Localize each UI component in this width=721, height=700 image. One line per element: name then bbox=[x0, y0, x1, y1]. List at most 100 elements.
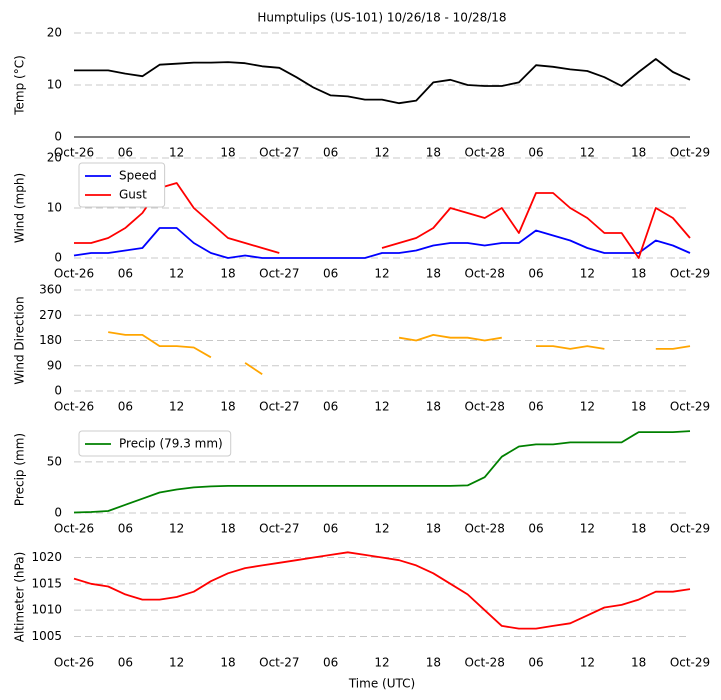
x-tick-label: 18 bbox=[631, 146, 646, 160]
series-line bbox=[108, 331, 212, 359]
x-tick-label: 12 bbox=[580, 146, 595, 160]
y-tick-label: 0 bbox=[54, 130, 62, 144]
x-tick-label: 06 bbox=[528, 400, 543, 414]
series-line bbox=[73, 227, 691, 259]
chart-title: Humptulips (US-101) 10/26/18 - 10/28/18 bbox=[257, 11, 506, 25]
x-tick-label: 06 bbox=[118, 656, 133, 670]
x-tick-label: Oct-27 bbox=[259, 656, 299, 670]
x-tick-label: Oct-27 bbox=[259, 267, 299, 281]
y-tick-label: 1005 bbox=[31, 629, 62, 643]
y-axis-label: Temp (°C) bbox=[13, 55, 27, 116]
x-tick-label: 18 bbox=[631, 522, 646, 536]
x-tick-label: Oct-26 bbox=[54, 522, 94, 536]
x-tick-label: Oct-29 bbox=[670, 522, 710, 536]
y-tick-label: 0 bbox=[54, 506, 62, 520]
x-tick-label: Oct-26 bbox=[54, 146, 94, 160]
x-tick-label: 18 bbox=[631, 656, 646, 670]
x-tick-label: 18 bbox=[631, 400, 646, 414]
x-tick-label: Oct-29 bbox=[670, 656, 710, 670]
x-tick-label: 18 bbox=[220, 400, 235, 414]
x-tick-label: 12 bbox=[374, 400, 389, 414]
x-tick-label: 06 bbox=[323, 400, 338, 414]
x-tick-label: 12 bbox=[169, 656, 184, 670]
x-tick-label: 06 bbox=[528, 146, 543, 160]
x-tick-label: 18 bbox=[426, 146, 441, 160]
x-tick-label: 12 bbox=[169, 400, 184, 414]
x-tick-label: Oct-26 bbox=[54, 400, 94, 414]
y-tick-label: 10 bbox=[47, 78, 62, 92]
x-tick-label: 06 bbox=[323, 267, 338, 281]
x-tick-label: Oct-28 bbox=[464, 656, 504, 670]
y-axis-label: Precip (mm) bbox=[13, 433, 27, 506]
x-tick-label: 18 bbox=[220, 267, 235, 281]
legend-box bbox=[78, 162, 166, 208]
legend-box bbox=[78, 430, 232, 457]
x-tick-label: 18 bbox=[426, 656, 441, 670]
x-axis-label: Time (UTC) bbox=[348, 677, 415, 691]
x-tick-label: Oct-29 bbox=[670, 267, 710, 281]
x-tick-label: Oct-27 bbox=[259, 400, 299, 414]
y-tick-label: 0 bbox=[54, 251, 62, 265]
y-tick-label: 50 bbox=[47, 454, 62, 468]
y-axis-label: Wind Direction bbox=[13, 296, 27, 384]
y-tick-label: 90 bbox=[47, 358, 62, 372]
x-tick-label: 06 bbox=[118, 146, 133, 160]
x-tick-label: 18 bbox=[426, 267, 441, 281]
x-tick-label: Oct-26 bbox=[54, 656, 94, 670]
series-line bbox=[381, 192, 691, 259]
x-tick-label: 12 bbox=[580, 267, 595, 281]
x-tick-label: 12 bbox=[374, 522, 389, 536]
y-axis-label: Wind (mph) bbox=[13, 173, 27, 243]
x-tick-label: 06 bbox=[323, 656, 338, 670]
x-tick-label: Oct-26 bbox=[54, 267, 94, 281]
y-axis-label: Altimeter (hPa) bbox=[13, 552, 27, 643]
y-tick-label: 270 bbox=[39, 308, 62, 322]
series-line bbox=[74, 58, 691, 105]
x-tick-label: 06 bbox=[323, 522, 338, 536]
x-tick-label: 06 bbox=[528, 267, 543, 281]
x-tick-label: 18 bbox=[631, 267, 646, 281]
x-tick-label: Oct-28 bbox=[464, 522, 504, 536]
legend-label: Precip (79.3 mm) bbox=[119, 437, 223, 451]
y-tick-label: 1015 bbox=[31, 576, 62, 590]
y-tick-label: 0 bbox=[54, 384, 62, 398]
y-tick-label: 360 bbox=[39, 283, 62, 297]
legend-label: Gust bbox=[119, 188, 147, 202]
y-tick-label: 180 bbox=[39, 333, 62, 347]
y-tick-label: 20 bbox=[47, 26, 62, 40]
x-tick-label: Oct-28 bbox=[464, 146, 504, 160]
x-tick-label: 12 bbox=[580, 522, 595, 536]
x-tick-label: 06 bbox=[118, 400, 133, 414]
x-tick-label: Oct-27 bbox=[259, 522, 299, 536]
x-tick-label: 06 bbox=[528, 522, 543, 536]
series-line bbox=[74, 182, 280, 254]
y-tick-label: 20 bbox=[47, 151, 62, 165]
x-tick-label: 12 bbox=[169, 267, 184, 281]
x-tick-label: 12 bbox=[169, 146, 184, 160]
series-line bbox=[73, 430, 691, 514]
x-tick-label: 06 bbox=[118, 267, 133, 281]
y-tick-label: 10 bbox=[47, 201, 62, 215]
x-tick-label: 06 bbox=[528, 656, 543, 670]
series-line bbox=[536, 345, 605, 350]
x-tick-label: 18 bbox=[426, 400, 441, 414]
x-tick-label: 06 bbox=[118, 522, 133, 536]
x-tick-label: Oct-29 bbox=[670, 146, 710, 160]
x-tick-label: 12 bbox=[169, 522, 184, 536]
x-tick-label: Oct-29 bbox=[670, 400, 710, 414]
x-tick-label: 12 bbox=[374, 656, 389, 670]
x-tick-label: 12 bbox=[374, 146, 389, 160]
legend: Speed Gust bbox=[78, 162, 166, 208]
legend-label: Speed bbox=[119, 169, 157, 183]
x-tick-label: 18 bbox=[220, 522, 235, 536]
x-tick-label: 18 bbox=[426, 522, 441, 536]
series-line bbox=[655, 345, 691, 350]
y-tick-label: 1020 bbox=[31, 550, 62, 564]
legend: Precip (79.3 mm) bbox=[78, 430, 232, 457]
x-tick-label: 18 bbox=[220, 146, 235, 160]
y-tick-label: 1010 bbox=[31, 603, 62, 617]
x-tick-label: 12 bbox=[580, 400, 595, 414]
x-tick-label: 12 bbox=[580, 656, 595, 670]
x-tick-label: Oct-28 bbox=[464, 267, 504, 281]
